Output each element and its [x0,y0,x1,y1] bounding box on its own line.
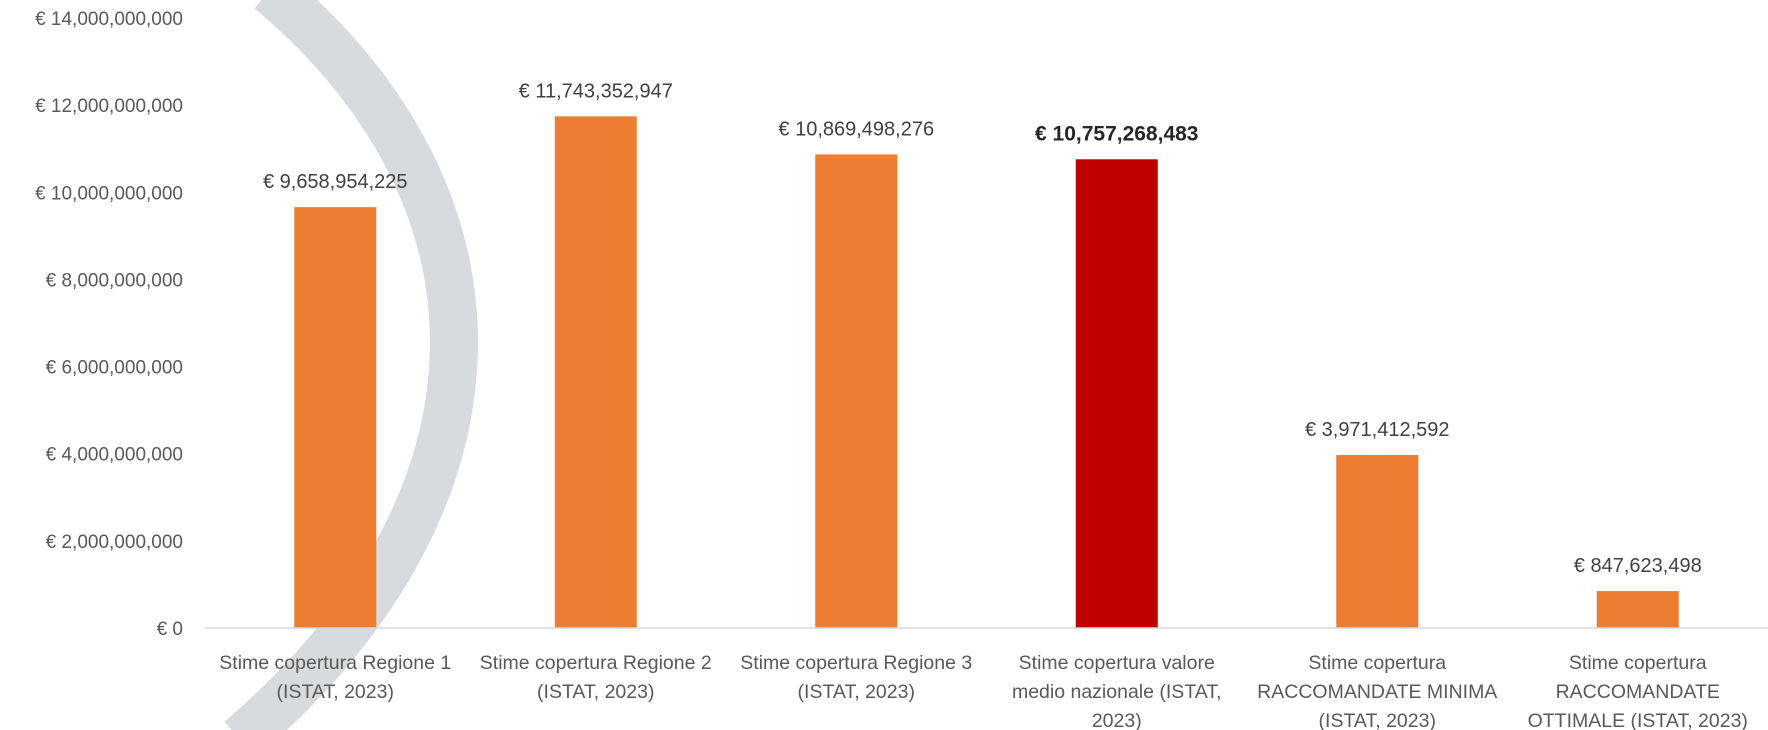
x-tick-label-line: 2023) [1092,710,1142,730]
bar [1596,591,1679,628]
x-tick-label-line: (ISTAT, 2023) [277,681,394,703]
x-tick-label-line: Stime copertura Regione 1 [219,652,451,674]
data-label: € 10,757,268,483 [1035,122,1199,145]
bar [815,154,898,628]
y-tick-label: € 14,000,000,000 [35,9,183,30]
data-label: € 9,658,954,225 [263,171,408,193]
x-tick-label-line: (ISTAT, 2023) [537,681,654,703]
x-tick-label: Stime copertura Regione 2 (ISTAT, 2023) [480,652,712,703]
x-tick-label: Stime copertura Regione 1 (ISTAT, 2023) [219,652,451,703]
y-tick-label: € 0 [157,619,183,640]
background-decoration [224,0,478,730]
x-axis-tick-labels: Stime copertura Regione 1 (ISTAT, 2023)St… [219,652,1748,730]
data-label: € 3,971,412,592 [1305,419,1450,441]
bar [294,207,377,628]
x-tick-label-line: OTTIMALE (ISTAT, 2023) [1528,710,1748,730]
data-label: € 11,743,352,947 [519,80,673,102]
x-tick-label-line: (ISTAT, 2023) [1319,710,1436,730]
x-tick-label: Stime copertura RACCOMANDATE OTTIMALE (IST… [1528,652,1748,730]
x-tick-label-line: Stime copertura valore [1019,652,1215,674]
x-tick-label-line: medio nazionale (ISTAT, [1012,681,1222,703]
x-tick-label: Stime copertura Regione 3 (ISTAT, 2023) [740,652,972,703]
y-tick-label: € 6,000,000,000 [46,358,183,379]
x-tick-label-line: (ISTAT, 2023) [798,681,915,703]
bar [1336,454,1419,628]
x-tick-label-line: Stime copertura Regione 2 [480,652,712,674]
x-tick-label-line: RACCOMANDATE [1556,681,1720,703]
data-label: € 10,869,498,276 [778,118,934,140]
y-tick-label: € 10,000,000,000 [35,183,183,204]
x-tick-label-line: RACCOMANDATE MINIMA [1257,681,1497,703]
y-axis-tick-labels: € 0 € 2,000,000,000 € 4,000,000,000 € 6,000… [35,9,183,640]
y-tick-label: € 4,000,000,000 [46,445,183,466]
x-tick-label: Stime copertura valore medio nazionale (I… [1012,652,1222,730]
y-tick-label: € 8,000,000,000 [46,270,183,291]
bars [294,116,1679,629]
x-tick-label-line: Stime copertura Regione 3 [740,652,972,674]
y-tick-label: € 12,000,000,000 [35,96,183,117]
y-tick-label: € 2,000,000,000 [46,532,183,553]
x-tick-label-line: Stime copertura [1308,652,1446,674]
data-labels: € 9,658,954,225 € 11,743,352,947 € 10,869,… [263,80,1702,577]
data-label: € 847,623,498 [1574,555,1702,577]
bar [1075,159,1158,628]
x-tick-label-line: Stime copertura [1569,652,1707,674]
bar [554,116,637,629]
background-arc [224,0,478,730]
x-tick-label: Stime copertura RACCOMANDATE MINIMA (ISTAT… [1257,652,1497,730]
